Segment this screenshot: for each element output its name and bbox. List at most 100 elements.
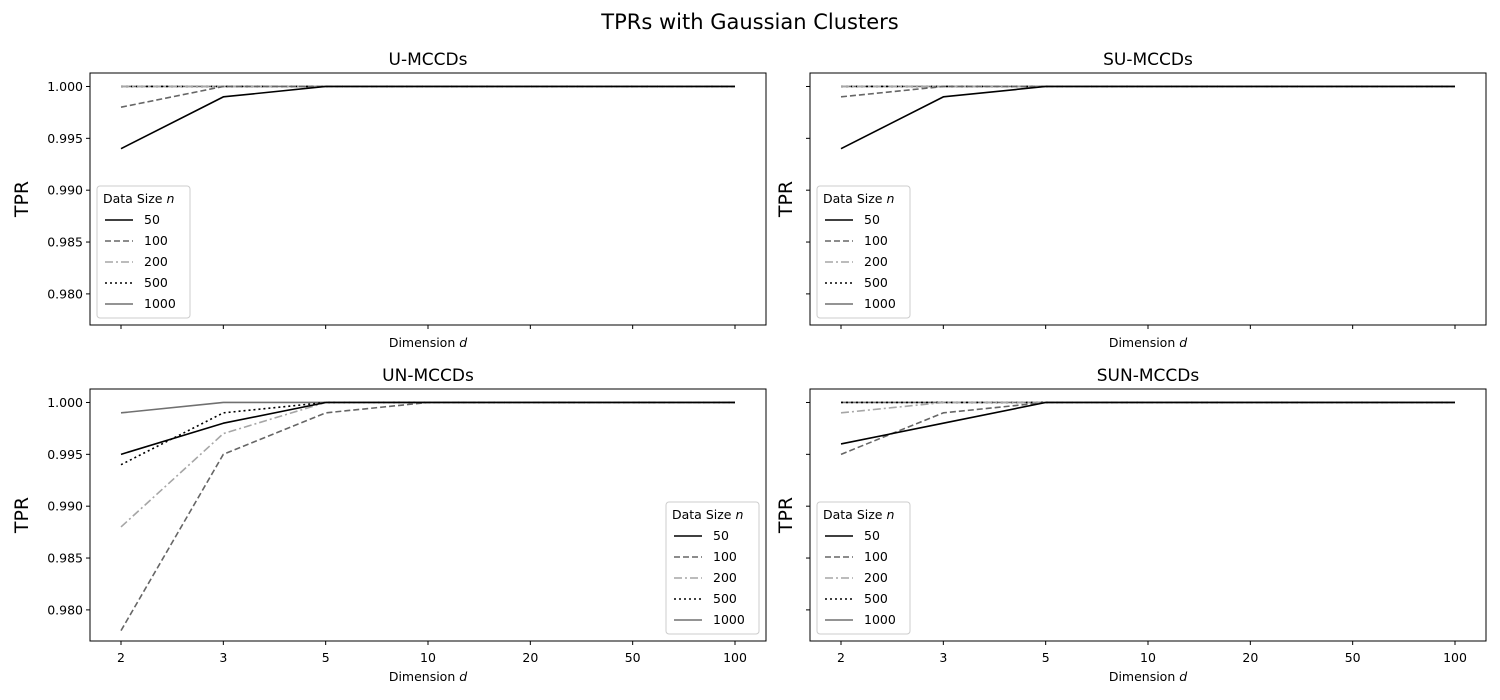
x-tick-label: 3 <box>939 650 947 665</box>
y-tick-label: 0.995 <box>47 131 83 146</box>
x-axis-label-text: Dimension <box>389 335 459 350</box>
legend-label-100: 100 <box>144 233 168 248</box>
x-tick-label: 10 <box>420 650 436 665</box>
series-line-100 <box>840 401 1455 456</box>
y-tick-label: 0.990 <box>47 499 83 514</box>
legend-label-50: 50 <box>864 212 880 227</box>
x-axis-label-var: d <box>1179 669 1187 684</box>
y-axis-label: TPR <box>775 497 797 534</box>
legend-label-500: 500 <box>144 275 168 290</box>
legend-title: Data Size n <box>103 191 174 206</box>
x-tick-label: 50 <box>625 650 641 665</box>
x-axis-label-var: d <box>459 669 467 684</box>
legend-label-500: 500 <box>713 591 737 606</box>
series-line-200 <box>120 401 735 528</box>
legend-label-200: 200 <box>713 570 737 585</box>
axes-frame <box>809 72 1487 326</box>
y-tick-label: 1.000 <box>47 79 83 94</box>
legend-box <box>96 185 191 319</box>
legend-label-500: 500 <box>864 591 888 606</box>
series-line-100 <box>840 85 1455 98</box>
x-tick-label: 50 <box>1345 650 1361 665</box>
x-axis-label-text: Dimension <box>389 669 459 684</box>
legend-title: Data Size n <box>823 191 894 206</box>
legend: Data Size n 50 100 200 500 1000 <box>665 501 760 635</box>
legend-title: Data Size n <box>823 507 894 522</box>
y-tick-label: 1.000 <box>47 395 83 410</box>
x-axis-label: Dimension d <box>1109 669 1187 684</box>
x-tick-label: 3 <box>219 650 227 665</box>
series-line-100 <box>120 401 735 632</box>
x-axis-label: Dimension d <box>1109 335 1187 350</box>
legend-label-50: 50 <box>864 528 880 543</box>
subplot-1: 0.980 0.985 0.990 0.995 1.000 U-MCCDs Dimensio… <box>11 50 767 350</box>
legend-label-1000: 1000 <box>144 296 176 311</box>
subplot-2: SU-MCCDs Dimension d TPR Data Size n 50 100 20… <box>775 50 1487 350</box>
legend: Data Size n 50 100 200 500 1000 <box>816 185 911 319</box>
y-tick-label: 0.980 <box>47 602 83 617</box>
x-tick-label: 100 <box>1443 650 1467 665</box>
axes-frame <box>89 72 767 326</box>
series-line-50 <box>840 401 1455 445</box>
x-tick-label: 20 <box>522 650 538 665</box>
subplot-title: UN-MCCDs <box>382 366 474 386</box>
series-line-200 <box>840 401 1455 414</box>
subplot-title: U-MCCDs <box>389 50 468 70</box>
legend-label-100: 100 <box>713 549 737 564</box>
legend-label-50: 50 <box>144 212 160 227</box>
series-group <box>120 85 735 150</box>
series-line-50 <box>120 85 735 150</box>
legend-box <box>816 185 911 319</box>
legend-title-var: n <box>886 191 894 206</box>
legend-title-text: Data Size <box>672 507 735 522</box>
axes-frame <box>809 388 1487 642</box>
legend-label-100: 100 <box>864 549 888 564</box>
legend-label-100: 100 <box>864 233 888 248</box>
legend-label-1000: 1000 <box>864 296 896 311</box>
series-line-50 <box>120 401 735 456</box>
x-axis-label: Dimension d <box>389 669 467 684</box>
x-tick-label: 20 <box>1242 650 1258 665</box>
legend-label-200: 200 <box>864 254 888 269</box>
legend-title: Data Size n <box>672 507 743 522</box>
y-axis-label: TPR <box>11 181 33 218</box>
axes-frame <box>89 388 767 642</box>
legend: Data Size n 50 100 200 500 1000 <box>816 501 911 635</box>
series-line-100 <box>120 85 735 109</box>
legend: Data Size n 50 100 200 500 1000 <box>96 185 191 319</box>
x-axis-label: Dimension d <box>389 335 467 350</box>
legend-box <box>816 501 911 635</box>
x-tick-label: 2 <box>117 650 125 665</box>
y-tick-label: 0.995 <box>47 447 83 462</box>
subplot-4: 2 3 5 10 20 50 100 SUN-MCCDs Dimension d TPR Data … <box>775 366 1487 684</box>
legend-label-1000: 1000 <box>713 612 745 627</box>
legend-title-text: Data Size <box>823 191 886 206</box>
series-line-50 <box>840 85 1455 150</box>
x-axis-label-text: Dimension <box>1109 335 1179 350</box>
x-tick-label: 5 <box>322 650 330 665</box>
subplot-3: 0.980 0.985 0.990 0.995 1.000 2 3 5 10 20 50 100 UN-… <box>11 366 767 684</box>
y-tick-label: 0.985 <box>47 551 83 566</box>
series-line-500 <box>120 401 735 466</box>
panels: 0.980 0.985 0.990 0.995 1.000 U-MCCDs Dimensio… <box>11 50 1487 684</box>
legend-title-var: n <box>735 507 743 522</box>
x-tick-label: 5 <box>1042 650 1050 665</box>
figure-title: TPRs with Gaussian Clusters <box>600 10 898 34</box>
y-axis-label: TPR <box>11 497 33 534</box>
subplot-title: SUN-MCCDs <box>1097 366 1200 386</box>
series-line-1000 <box>120 401 735 414</box>
x-axis-label-text: Dimension <box>1109 669 1179 684</box>
y-tick-label: 0.985 <box>47 235 83 250</box>
series-group <box>840 401 1455 456</box>
series-group <box>840 85 1455 150</box>
legend-label-200: 200 <box>144 254 168 269</box>
subplot-title: SU-MCCDs <box>1103 50 1193 70</box>
x-axis-label-var: d <box>459 335 467 350</box>
legend-label-200: 200 <box>864 570 888 585</box>
legend-box <box>665 501 760 635</box>
legend-title-text: Data Size <box>823 507 886 522</box>
legend-label-500: 500 <box>864 275 888 290</box>
y-tick-label: 0.980 <box>47 286 83 301</box>
x-tick-label: 10 <box>1140 650 1156 665</box>
